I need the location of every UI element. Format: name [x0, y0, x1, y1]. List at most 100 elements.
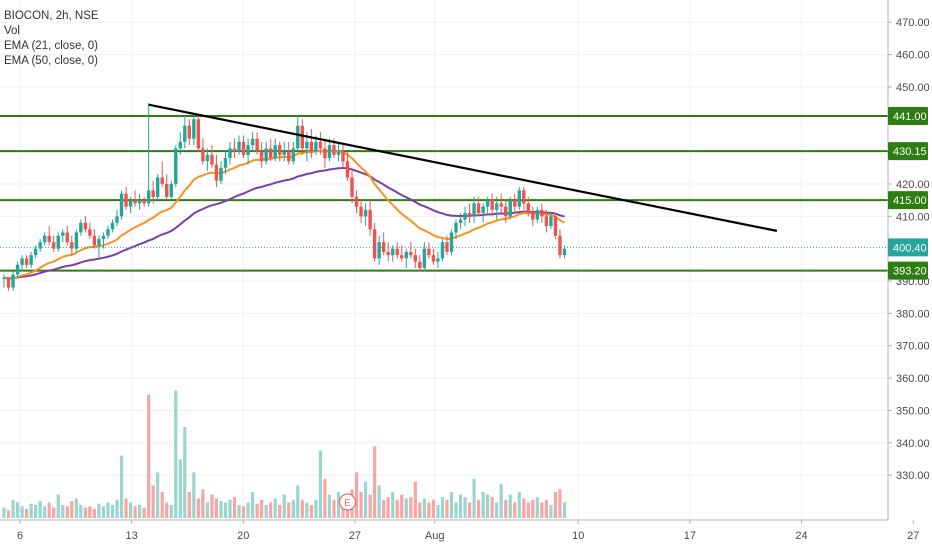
candle-body [372, 229, 377, 259]
time-tick-label: 13 [126, 530, 138, 542]
price-label-text: 415.00 [893, 195, 927, 207]
candle-body [409, 251, 413, 256]
volume-bar [251, 492, 255, 518]
volume-bar [151, 485, 155, 518]
volume-bar [128, 502, 133, 518]
candle-body [427, 248, 431, 256]
legend-ema21[interactable]: EMA (21, close, 0) [4, 40, 98, 52]
volume-bar [377, 485, 381, 518]
trendline[interactable] [148, 103, 778, 232]
volume-bar [228, 499, 232, 518]
candle-body [155, 177, 160, 197]
candle-body [291, 148, 295, 162]
volume-bar [34, 505, 38, 518]
time-tick-label: Aug [425, 530, 445, 542]
candle-body [318, 141, 323, 149]
candle-body [52, 242, 56, 249]
volume-bar [495, 502, 499, 518]
volume-bar [264, 505, 268, 518]
candle-body [305, 141, 309, 149]
candle-body [29, 255, 33, 265]
volume-bar [454, 502, 458, 518]
time-tick-label: 6 [17, 530, 23, 542]
candle-body [504, 206, 508, 217]
candle-body [296, 125, 300, 149]
candle-body [485, 200, 490, 207]
candle-body [377, 242, 381, 259]
candle-body [56, 235, 60, 249]
volume-bar [61, 505, 65, 518]
volume-bar [29, 503, 33, 518]
volume-bar [237, 505, 241, 518]
volume-bar [260, 499, 264, 518]
price-label-bg [888, 142, 928, 161]
volume-bar [386, 497, 390, 518]
earnings-marker[interactable]: E [338, 493, 357, 511]
candle-body [513, 200, 517, 207]
volume-bar [269, 502, 273, 518]
volume-bar [404, 498, 408, 518]
candle-body [110, 222, 115, 230]
volume-bar [178, 459, 182, 518]
volume-bar [106, 502, 110, 518]
volume-bar [138, 505, 142, 518]
legend-symbol[interactable]: BIOCON, 2h, NSE [4, 10, 99, 22]
candle-body [458, 219, 463, 223]
price-label-bg [888, 261, 928, 280]
volume-bar [287, 502, 291, 518]
volume-bar [535, 497, 539, 518]
candle-body [160, 177, 164, 184]
volume-bar [187, 492, 191, 518]
candle-body [544, 216, 549, 227]
candle-body [70, 242, 74, 249]
candle-body [255, 138, 259, 152]
candle-body [264, 148, 268, 162]
legend: BIOCON, 2h, NSE Vol EMA (21, close, 0) E… [4, 9, 99, 69]
time-tick-label: 27 [907, 530, 919, 542]
candle-body [119, 193, 124, 217]
candle-body [300, 125, 305, 149]
candle-body [169, 183, 173, 197]
candle-body [259, 151, 264, 162]
candle-body [183, 125, 187, 142]
candle-body [350, 177, 354, 197]
time-axis[interactable]: 6 13 20 27 Aug 10 17 24 27 [17, 520, 919, 542]
volume-bar [2, 507, 6, 518]
candle-body [336, 151, 341, 155]
candle-body [282, 151, 286, 155]
candle-body [142, 200, 146, 204]
volume-bar [526, 502, 530, 518]
candle-body [65, 232, 69, 243]
candle-body [273, 145, 277, 159]
volume-bar [553, 492, 558, 518]
candle-body [418, 261, 422, 269]
price-label-text: 393.20 [893, 266, 927, 278]
candle-body [92, 235, 97, 246]
volume-bar [413, 481, 417, 518]
candle-body [268, 148, 273, 159]
price-tick-label: 370.00 [896, 341, 930, 353]
volume-bar [364, 481, 368, 518]
volume-bar [477, 499, 481, 518]
price-tick-label: 380.00 [896, 308, 930, 320]
candle-body [20, 258, 24, 265]
legend-ema50[interactable]: EMA (50, close, 0) [4, 55, 98, 67]
volume-bar [486, 494, 490, 518]
volume-bar [418, 502, 422, 518]
volume-bar [395, 499, 399, 518]
volume-bar [201, 489, 205, 518]
time-tick-label: 10 [572, 530, 584, 542]
volume-bar [373, 446, 377, 518]
volume-bar [544, 499, 548, 518]
candle-body [11, 274, 15, 288]
candle-body [332, 145, 336, 155]
price-tick-label: 350.00 [896, 405, 930, 417]
candle-body [404, 251, 408, 259]
volume-bar [115, 499, 119, 518]
volume-bar [278, 505, 282, 518]
candle-body [363, 209, 368, 217]
candle-body [15, 264, 20, 275]
volume-bar [183, 427, 187, 518]
legend-vol[interactable]: Vol [4, 25, 20, 37]
